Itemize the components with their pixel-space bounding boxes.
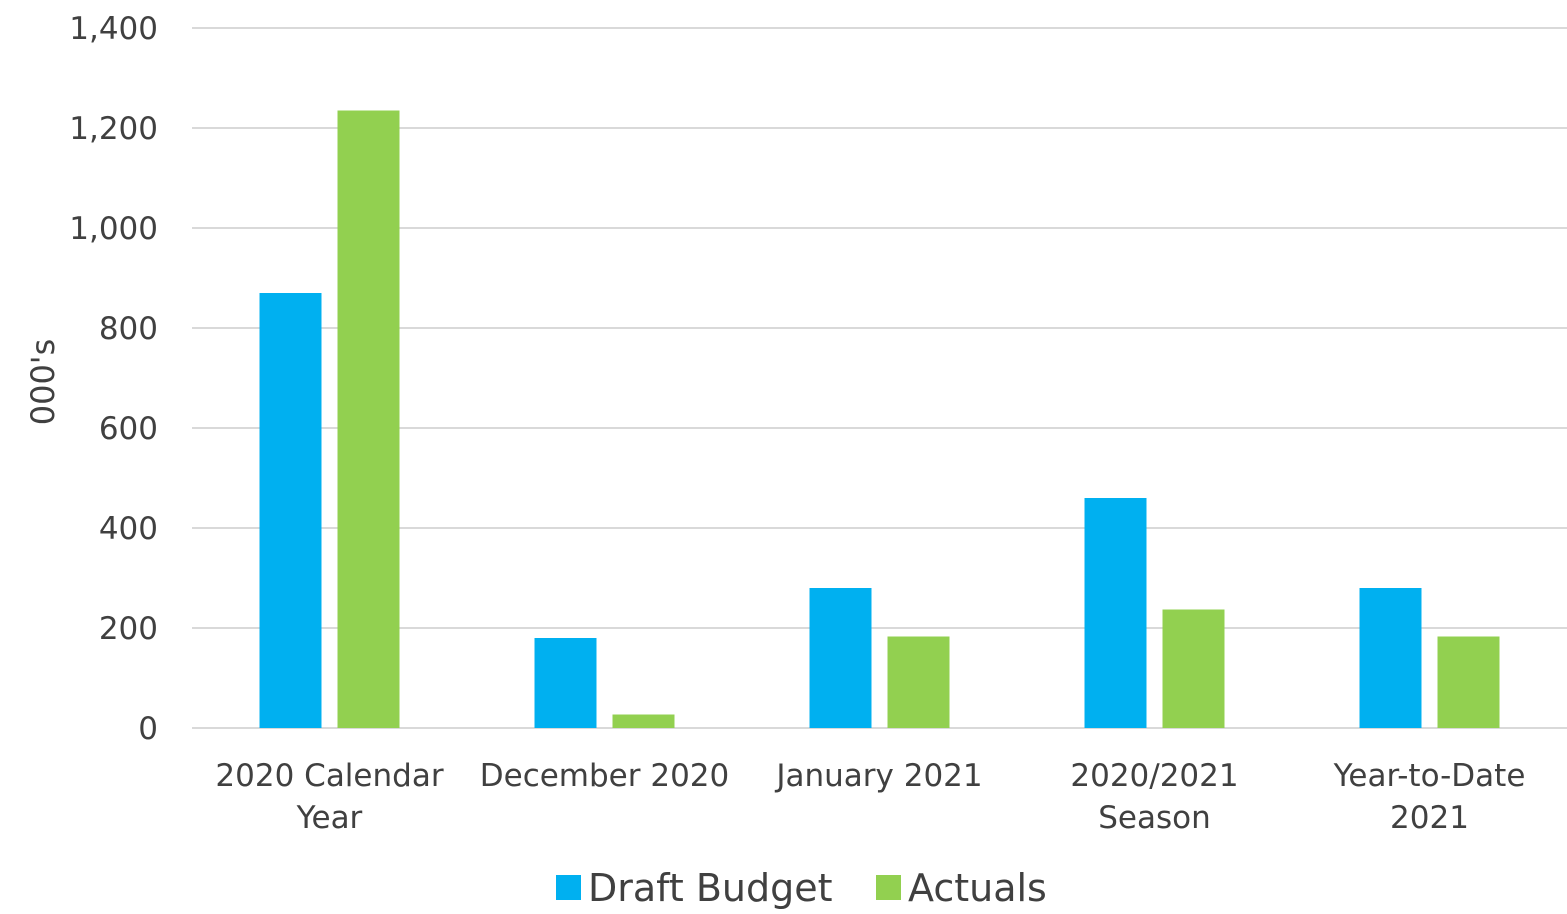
bar-actuals xyxy=(1162,609,1225,728)
bar-draft-budget xyxy=(1359,588,1422,728)
legend-label: Draft Budget xyxy=(588,866,833,910)
bar-actuals xyxy=(337,110,400,728)
bar-draft-budget xyxy=(809,588,872,728)
legend: Draft Budget Actuals xyxy=(556,866,1047,910)
bar-actuals xyxy=(1437,636,1500,728)
x-category-label: Year-to-Date 2021 xyxy=(1333,758,1526,836)
x-axis-categories: 2020 Calendar Year December 2020 January 20… xyxy=(215,758,1525,836)
legend-swatch xyxy=(556,875,581,900)
x-category-label: December 2020 xyxy=(480,758,730,794)
y-axis-title: 000's xyxy=(24,339,62,426)
bar-draft-budget xyxy=(1084,498,1147,728)
x-category-label: 2020 Calendar Year xyxy=(215,758,443,836)
y-tick-label: 800 xyxy=(99,311,158,347)
bar-draft-budget xyxy=(534,638,597,728)
bar-actuals xyxy=(612,714,675,728)
y-tick-label: 0 xyxy=(138,711,158,747)
y-tick-label: 1,000 xyxy=(69,211,158,247)
y-tick-label: 1,400 xyxy=(69,11,158,47)
bar-actuals xyxy=(887,636,950,728)
bars xyxy=(259,110,1500,728)
x-category-label: January 2021 xyxy=(774,758,982,794)
gridlines xyxy=(192,27,1567,729)
y-tick-label: 400 xyxy=(99,511,158,547)
legend-swatch xyxy=(876,875,901,900)
y-tick-label: 600 xyxy=(99,411,158,447)
legend-label: Actuals xyxy=(908,866,1047,910)
y-tick-label: 200 xyxy=(99,611,158,647)
x-category-label: 2020/2021 Season xyxy=(1070,758,1238,836)
y-axis-ticks: 0 200 400 600 800 1,000 1,200 1,400 xyxy=(69,11,158,747)
y-tick-label: 1,200 xyxy=(69,111,158,147)
bar-draft-budget xyxy=(259,293,322,728)
